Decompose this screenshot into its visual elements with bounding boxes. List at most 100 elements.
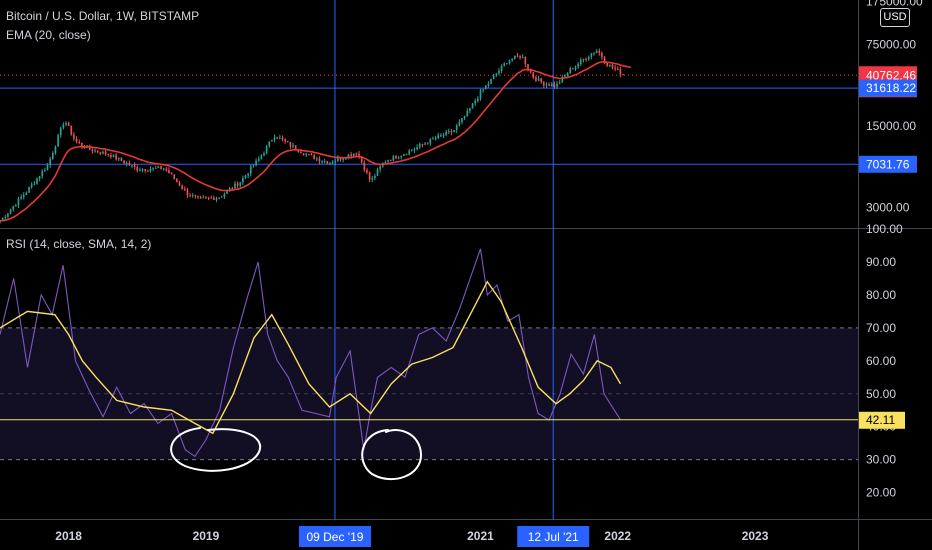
candle-body <box>418 144 421 148</box>
candle-body <box>231 188 234 190</box>
candle-body <box>564 75 566 77</box>
candle-body <box>59 127 62 136</box>
candle-body <box>38 176 41 179</box>
candle-body <box>279 137 281 139</box>
rsi-legend[interactable]: RSI (14, close, SMA, 14, 2) <box>6 237 152 251</box>
candle-body <box>326 160 329 164</box>
candle-body <box>603 57 606 63</box>
candle-body <box>434 138 437 140</box>
price-tick-label: 3000.00 <box>866 200 910 214</box>
candle-body <box>99 152 102 154</box>
rsi-value-label: 42.11 <box>866 413 895 427</box>
candle-body <box>157 166 160 168</box>
candle-body <box>218 197 220 199</box>
candle-body <box>176 179 178 183</box>
candle-body <box>30 184 33 188</box>
candle-body <box>123 160 125 164</box>
candle-body <box>271 140 273 142</box>
candle-body <box>611 64 614 68</box>
candle-body <box>466 110 469 117</box>
candle-body <box>619 69 622 75</box>
candle-body <box>484 85 487 90</box>
candle-body <box>479 90 482 99</box>
candle-body <box>471 103 474 109</box>
candle-body <box>57 135 59 147</box>
candle-body <box>91 149 94 152</box>
candle-body <box>323 160 326 162</box>
candle-body <box>102 151 104 154</box>
candle-body <box>249 166 252 174</box>
candle-body <box>553 84 556 87</box>
candle-body <box>313 155 315 160</box>
candle-body <box>268 141 271 147</box>
rsi-sma-line <box>0 280 622 435</box>
candle-body <box>239 182 242 186</box>
candle-body <box>173 174 176 180</box>
ema-legend[interactable]: EMA (20, close) <box>6 28 91 42</box>
candle-body <box>202 197 205 199</box>
price-tick-label: 175000.00 <box>866 0 923 8</box>
rsi-tick-label: 90.00 <box>866 255 896 269</box>
hline-price-label-0-bg <box>859 79 917 97</box>
candle-body <box>358 153 360 157</box>
candle-body <box>590 53 593 57</box>
ema-line <box>0 61 632 222</box>
candle-body <box>511 58 513 61</box>
candle-body <box>424 143 426 145</box>
candle-body <box>107 154 110 156</box>
candle-body <box>263 153 265 156</box>
candle-body <box>110 154 112 158</box>
candle-body <box>339 157 342 160</box>
candle-body <box>360 156 363 163</box>
candle-body <box>421 144 424 146</box>
candle-body <box>371 178 374 180</box>
candle-body <box>292 145 294 147</box>
candle-body <box>587 56 590 60</box>
candle-body <box>566 73 569 76</box>
candle-body <box>165 168 168 171</box>
candle-body <box>548 84 550 86</box>
candle-body <box>78 141 81 143</box>
currency-button[interactable]: USD <box>880 8 910 27</box>
candle-body <box>67 122 70 126</box>
candle-body <box>22 194 25 198</box>
crosshair-date-label-0: 09 Dec '19 <box>306 530 363 544</box>
candle-body <box>487 83 490 86</box>
candle-body <box>352 153 355 156</box>
hline-price-label-0: 31618.22 <box>866 81 916 95</box>
candle-body <box>395 155 397 159</box>
candle-body <box>614 67 616 70</box>
time-tick-label: 2019 <box>193 529 220 543</box>
rsi-value-tag <box>859 411 905 429</box>
candle-body <box>297 149 300 152</box>
candle-body <box>168 170 170 174</box>
candle-body <box>41 171 44 177</box>
candle-body <box>622 74 624 76</box>
candle-body <box>445 131 447 136</box>
symbol-title: Bitcoin / U.S. Dollar, 1W, BITSTAMP <box>6 9 200 23</box>
candle-body <box>160 166 162 170</box>
candle-body <box>210 197 213 199</box>
candle-body <box>355 153 358 155</box>
candle-body <box>308 154 310 156</box>
candle-body <box>183 188 186 190</box>
candle-body <box>315 158 318 160</box>
candle-body <box>408 150 411 155</box>
candle-body <box>482 89 484 91</box>
candle-body <box>305 154 308 156</box>
candle-body <box>49 158 51 165</box>
candle-body <box>7 213 9 217</box>
candle-body <box>366 170 368 173</box>
candle-body <box>429 138 432 144</box>
candle-body <box>416 147 418 150</box>
candle-body <box>582 59 585 61</box>
candle-body <box>387 160 389 162</box>
candle-body <box>616 69 619 71</box>
candle-body <box>334 161 337 163</box>
candle-body <box>28 187 30 193</box>
candle-body <box>321 161 323 163</box>
candle-body <box>234 183 236 189</box>
candle-body <box>194 195 197 197</box>
candle-body <box>585 59 587 61</box>
